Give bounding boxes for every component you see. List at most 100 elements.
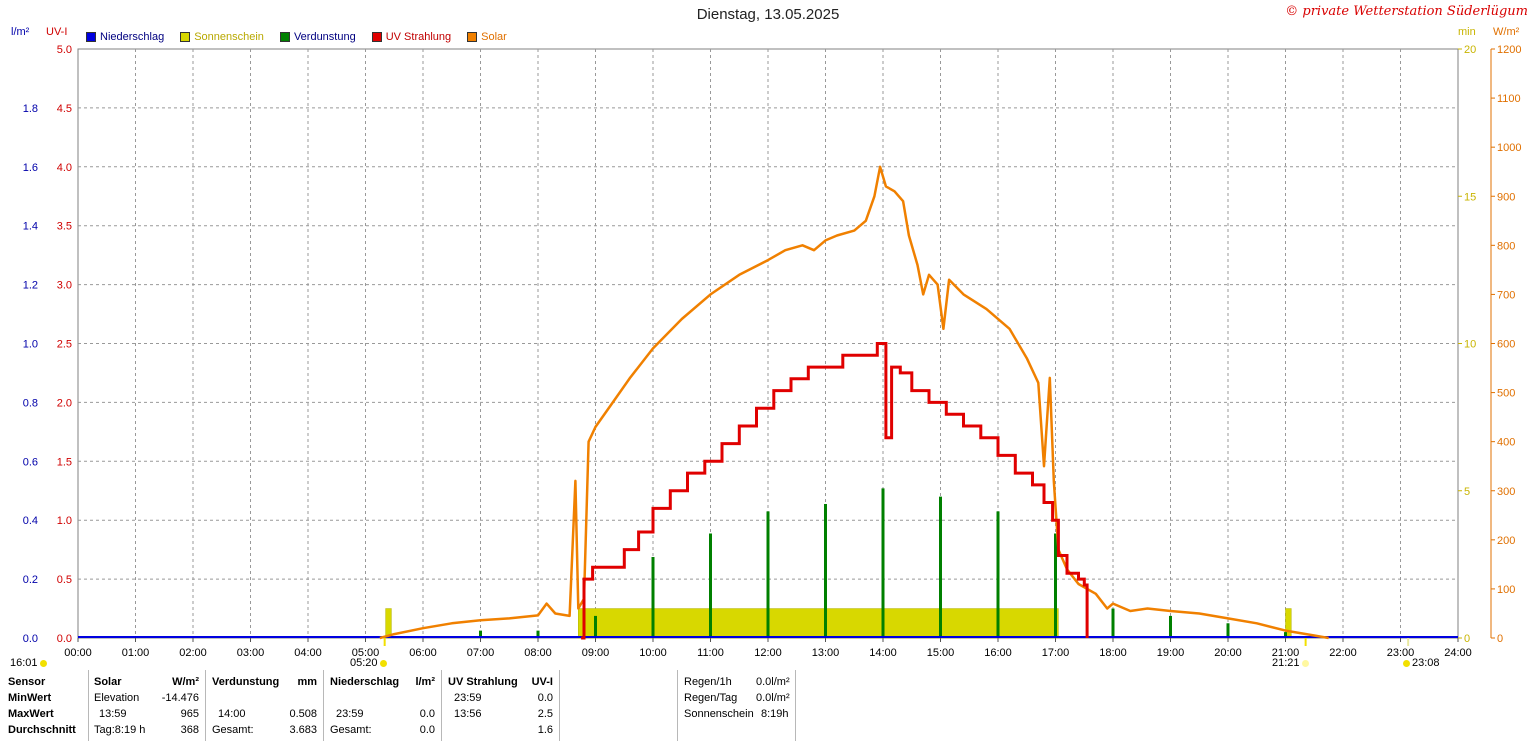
stats-divider — [441, 670, 442, 741]
evap-max-value: 0.508 — [289, 708, 317, 720]
x-tick-label: 12:00 — [754, 647, 782, 659]
left-inner-tick-label: 0.0 — [57, 633, 72, 645]
x-tick-label: 18:00 — [1099, 647, 1127, 659]
rain-max-value: 0.0 — [419, 708, 435, 720]
left-inner-tick-label: 0.5 — [57, 574, 72, 586]
x-tick-label: 11:00 — [697, 647, 724, 659]
solar-max-time: 13:59 — [99, 708, 127, 720]
x-tick-label: 01:00 — [122, 647, 150, 659]
left-inner-tick-label: 4.0 — [57, 162, 72, 174]
right-outer-tick-label: 100 — [1497, 584, 1515, 596]
summary-rain-1h-value: 0.0l/m² — [756, 676, 790, 688]
left-inner-tick-label: 5.0 — [57, 44, 72, 56]
stats-divider — [88, 670, 89, 741]
rain-unit: l/m² — [415, 676, 435, 688]
right-outer-tick-label: 300 — [1497, 486, 1515, 498]
right-inner-unit: min — [1458, 26, 1476, 38]
chart-canvas: 00:00 01:00 02:00 03:00 04:00 05:00 06:00 07:00… — [23, 44, 1522, 659]
stats-table: Sensor MinWert MaxWert Durchschnitt Sola… — [0, 670, 1536, 741]
summary-rain-day-value: 0.0l/m² — [756, 692, 790, 704]
rain-avg-value: 0.0 — [419, 724, 435, 736]
left-inner-tick-label: 3.5 — [57, 221, 72, 233]
left-outer-tick-label: 1.8 — [23, 103, 38, 115]
solar-line — [379, 165, 1329, 640]
solar-avg-value: 368 — [180, 724, 199, 736]
x-tick-label: 24:00 — [1444, 647, 1472, 659]
legend-swatch — [467, 32, 478, 42]
left-outer-tick-label: 1.6 — [23, 162, 38, 174]
x-tick-label: 10:00 — [639, 647, 667, 659]
sensor-label: Sensor — [8, 676, 46, 688]
right-outer-tick-label: 500 — [1497, 388, 1515, 400]
left-inner-unit: UV-I — [46, 26, 68, 38]
sunrise-icon — [379, 659, 387, 667]
uv-max-time: 13:56 — [454, 708, 482, 720]
sunrise-marker: 05:20 — [350, 657, 387, 669]
left-outer-tick-label: 1.2 — [23, 280, 38, 292]
uv-unit: UV-I — [531, 676, 553, 688]
sunshine-bar — [385, 608, 392, 639]
legend-label: Sonnenschein — [194, 31, 264, 43]
legend-label: UV Strahlung — [385, 31, 452, 43]
right-inner-tick-label: 15 — [1464, 191, 1476, 203]
evap-avg-value: 3.683 — [289, 724, 317, 736]
x-tick-label: 06:00 — [409, 647, 437, 659]
moonrise-time: 16:01 — [10, 657, 38, 669]
left-outer-tick-label: 0.4 — [23, 515, 38, 527]
x-tick-label: 22:00 — [1329, 647, 1357, 659]
left-inner-tick-label: 3.0 — [57, 280, 72, 292]
min-label: MinWert — [8, 692, 52, 704]
legend-swatch — [279, 32, 290, 42]
legend-item-uv-strahlung: UV Strahlung — [371, 31, 452, 43]
max-label: MaxWert — [8, 708, 54, 720]
x-tick-label: 21:00 — [1272, 647, 1300, 659]
x-tick-label: 09:00 — [582, 647, 610, 659]
left-outer-tick-label: 0.2 — [23, 574, 38, 586]
stats-divider — [795, 670, 796, 741]
avg-label: Durchschnitt — [8, 724, 76, 736]
right-outer-tick-label: 1000 — [1497, 142, 1521, 154]
right-outer-unit: W/m² — [1493, 26, 1520, 38]
x-tick-label: 13:00 — [812, 647, 840, 659]
uv-max-value: 2.5 — [537, 708, 553, 720]
summary-rain-1h-label: Regen/1h — [684, 676, 732, 688]
x-tick-label: 15:00 — [927, 647, 955, 659]
solar-unit: W/m² — [172, 676, 199, 688]
left-outer-tick-label: 0.0 — [23, 633, 38, 645]
right-inner-tick-label: 20 — [1464, 44, 1476, 56]
legend: Niederschlag Sonnenschein Verdunstung UV… — [86, 31, 523, 43]
right-inner-tick-label: 0 — [1464, 633, 1470, 645]
stats-divider — [323, 670, 324, 741]
legend-swatch — [86, 32, 96, 42]
summary-rain-day-label: Regen/Tag — [684, 692, 738, 704]
solar-avg-time: Tag:8:19 h — [94, 724, 146, 736]
summary-sunshine-label: Sonnenschein — [684, 708, 754, 720]
sunset-marker: 21:21 — [1272, 657, 1309, 669]
x-tick-label: 08:00 — [524, 647, 552, 659]
rain-header: Niederschlag — [330, 676, 400, 688]
stats-divider — [677, 670, 678, 741]
right-outer-tick-label: 400 — [1497, 437, 1515, 449]
x-tick-label: 14:00 — [869, 647, 897, 659]
solar-min-time: Elevation — [94, 692, 140, 704]
left-outer-tick-label: 1.4 — [23, 221, 38, 233]
left-outer-tick-label: 0.6 — [23, 456, 38, 468]
uv-line — [581, 342, 1089, 640]
legend-item-sonnenschein: Sonnenschein — [180, 31, 264, 43]
evap-header: Verdunstung — [212, 676, 280, 688]
sunrise-time: 05:20 — [350, 657, 378, 669]
evap-unit: mm — [297, 676, 317, 688]
solar-min-value: -14.476 — [161, 692, 199, 704]
moonset-icon — [1403, 659, 1410, 667]
sunset-icon — [1301, 659, 1309, 667]
sunset-time: 21:21 — [1272, 657, 1300, 669]
uv-header: UV Strahlung — [448, 676, 518, 688]
left-inner-tick-label: 4.5 — [57, 103, 72, 115]
left-outer-unit: l/m² — [11, 26, 30, 38]
legend-label: Verdunstung — [293, 31, 356, 43]
right-outer-tick-label: 200 — [1497, 535, 1515, 547]
x-tick-label: 00:00 — [64, 647, 92, 659]
left-inner-tick-label: 2.5 — [57, 339, 72, 351]
moonset-time: 23:08 — [1412, 657, 1440, 669]
legend-label: Solar — [481, 31, 507, 43]
